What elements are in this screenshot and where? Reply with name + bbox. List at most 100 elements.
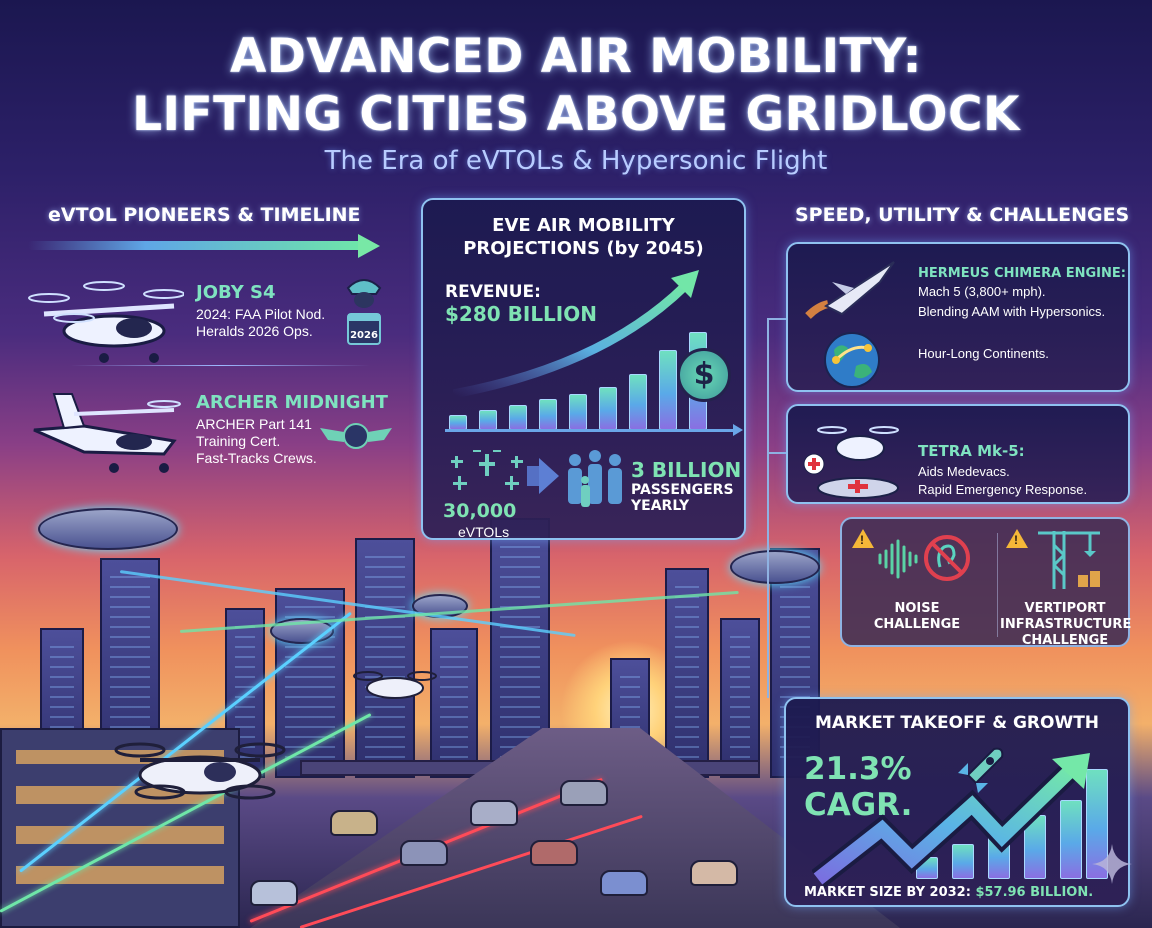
market-bar-chart: [916, 769, 1116, 879]
skyscraper: [430, 628, 478, 778]
hermeus-detail: Mach 5 (3,800+ mph).: [918, 284, 1046, 299]
car: [560, 780, 608, 806]
market-size-label: MARKET SIZE BY 2032:: [804, 885, 971, 900]
market-size-value: $57.96 BILLION.: [975, 885, 1094, 900]
challenge-label-line: CHALLENGE: [1021, 633, 1109, 648]
sparkle-icon: [1092, 844, 1132, 884]
growth-arrow-icon: [453, 270, 699, 399]
timeline-section-title: eVTOL PIONEERS & TIMELINE: [48, 204, 361, 226]
car: [250, 880, 298, 906]
page-subtitle: The Era of eVTOLs & Hypersonic Flight: [324, 146, 828, 176]
pilot-cap-calendar-icon: 2026: [346, 279, 382, 345]
zigzag-growth-arrow-icon: [812, 753, 1090, 888]
arrow-right-icon: [539, 458, 559, 494]
timeline-divider: [70, 365, 370, 366]
car: [470, 800, 518, 826]
page-title: ADVANCED AIR MOBILITY: LIFTING CITIES AB…: [0, 28, 1152, 144]
revenue-bar-chart: [449, 332, 719, 430]
pioneer-archer: ARCHER MIDNIGHT ARCHER Part 141 Training…: [20, 386, 400, 486]
tetra-title: TETRA Mk-5:: [918, 442, 1025, 460]
challenge-divider: [997, 533, 998, 637]
timeline-arrow-head-icon: [358, 234, 380, 258]
hypersonic-jet-icon: [805, 261, 895, 319]
vertiport-pad: [38, 508, 178, 550]
chart-bar: [1060, 799, 1082, 879]
evtol-aircraft-icon: [114, 742, 286, 800]
skyscraper: [490, 518, 550, 778]
passengers-value: 3 BILLION: [631, 458, 742, 482]
chart-x-axis: [445, 429, 737, 432]
evtol-fleet-icon: [451, 450, 523, 490]
pioneer-detail: 2024: FAA Pilot Nod.: [196, 306, 326, 322]
no-noise-ear-icon: [924, 535, 970, 581]
warning-icon: !: [852, 529, 874, 548]
connector-line: [767, 318, 787, 320]
car: [530, 840, 578, 866]
revenue-label: REVENUE:: [445, 282, 541, 302]
pioneer-joby: JOBY S4 2024: FAA Pilot Nod. Heralds 202…: [20, 276, 400, 376]
challenge-label-line: NOISE: [894, 601, 940, 616]
dollar-coin-icon: $: [677, 348, 731, 402]
car: [400, 840, 448, 866]
cagr-value: 21.3%: [804, 751, 912, 787]
connector-line: [767, 452, 787, 454]
speed-section-title: SPEED, UTILITY & CHALLENGES: [795, 204, 1130, 226]
joby-s4-aircraft-icon: [28, 281, 184, 363]
market-size-line: MARKET SIZE BY 2032: $57.96 BILLION.: [804, 885, 1093, 900]
skyscraper: [355, 538, 415, 778]
skyscraper: [720, 618, 760, 778]
tetra-detail: Aids Medevacs.: [918, 464, 1010, 479]
hermeus-detail: Blending AAM with Hypersonics.: [918, 304, 1106, 319]
pioneer-detail: ARCHER Part 141: [196, 416, 312, 432]
pioneer-detail: Training Cert.: [196, 433, 281, 449]
tetra-card: TETRA Mk-5: Aids Medevacs. Rapid Emergen…: [786, 404, 1130, 504]
rocket-icon: [958, 747, 1004, 793]
noise-challenge-label: NOISE CHALLENGE: [852, 601, 982, 633]
vertiport-pad: [730, 550, 820, 584]
projections-title-line-1: EVE AIR MOBILITY: [492, 215, 675, 236]
pioneer-detail: Heralds 2026 Ops.: [196, 323, 313, 339]
hermeus-detail: Hour-Long Continents.: [918, 346, 1049, 361]
axis-arrow-icon: [733, 424, 743, 436]
fleet-value: 30,000: [443, 500, 517, 522]
skyscraper: [225, 608, 265, 778]
passengers-label-line-2: YEARLY: [631, 498, 690, 514]
chart-bar: [449, 414, 467, 430]
challenge-label-line: CHALLENGE: [873, 617, 961, 632]
market-title: MARKET TAKEOFF & GROWTH: [814, 713, 1100, 733]
revenue-value: $280 BILLION: [445, 302, 597, 326]
evtol-aircraft-icon: [353, 671, 437, 699]
tetra-detail: Rapid Emergency Response.: [918, 482, 1088, 497]
projections-panel: EVE AIR MOBILITY PROJECTIONS (by 2045) R…: [421, 198, 746, 540]
svg-text:2026: 2026: [350, 330, 378, 341]
cagr-stat: 21.3% CAGR.: [804, 751, 912, 823]
projections-title: EVE AIR MOBILITY PROJECTIONS (by 2045): [423, 214, 744, 260]
medevac-evtol-icon: [803, 426, 899, 499]
hermeus-card: HERMEUS CHIMERA ENGINE: Mach 5 (3,800+ m…: [786, 242, 1130, 392]
chart-bar: [1086, 769, 1108, 879]
pioneer-name: JOBY S4: [196, 282, 276, 303]
vertiport-challenge-label: VERTIPORT INFRASTRUCTURE CHALLENGE: [1000, 601, 1132, 649]
hermeus-title: HERMEUS CHIMERA ENGINE:: [918, 266, 1126, 281]
car: [600, 870, 648, 896]
challenge-label-line: VERTIPORT: [1024, 601, 1106, 616]
challenge-label-line: INFRASTRUCTURE: [1000, 617, 1132, 632]
cagr-label: CAGR.: [804, 787, 913, 823]
pilot-wings-icon: [320, 423, 392, 449]
connector-line: [767, 318, 769, 698]
title-line-2: LIFTING CITIES ABOVE GRIDLOCK: [132, 87, 1020, 142]
warning-icon: !: [1006, 529, 1028, 548]
projections-title-line-2: PROJECTIONS (by 2045): [463, 238, 704, 259]
skyscraper: [770, 548, 820, 778]
challenges-card: ! NOISE CHALLENGE ! VERTIPORT INFRASTRUC…: [840, 517, 1132, 649]
fleet-label: eVTOLs: [458, 524, 510, 540]
car: [690, 860, 738, 886]
passengers-label-line-1: PASSENGERS: [631, 482, 734, 498]
car: [330, 810, 378, 836]
chart-bar: [479, 409, 497, 430]
skyscraper: [665, 568, 709, 778]
passengers-family-icon: [568, 450, 622, 507]
passengers-label: PASSENGERS YEARLY: [631, 482, 734, 514]
construction-crane-icon: [1038, 531, 1100, 589]
globe-route-icon: [824, 332, 880, 388]
